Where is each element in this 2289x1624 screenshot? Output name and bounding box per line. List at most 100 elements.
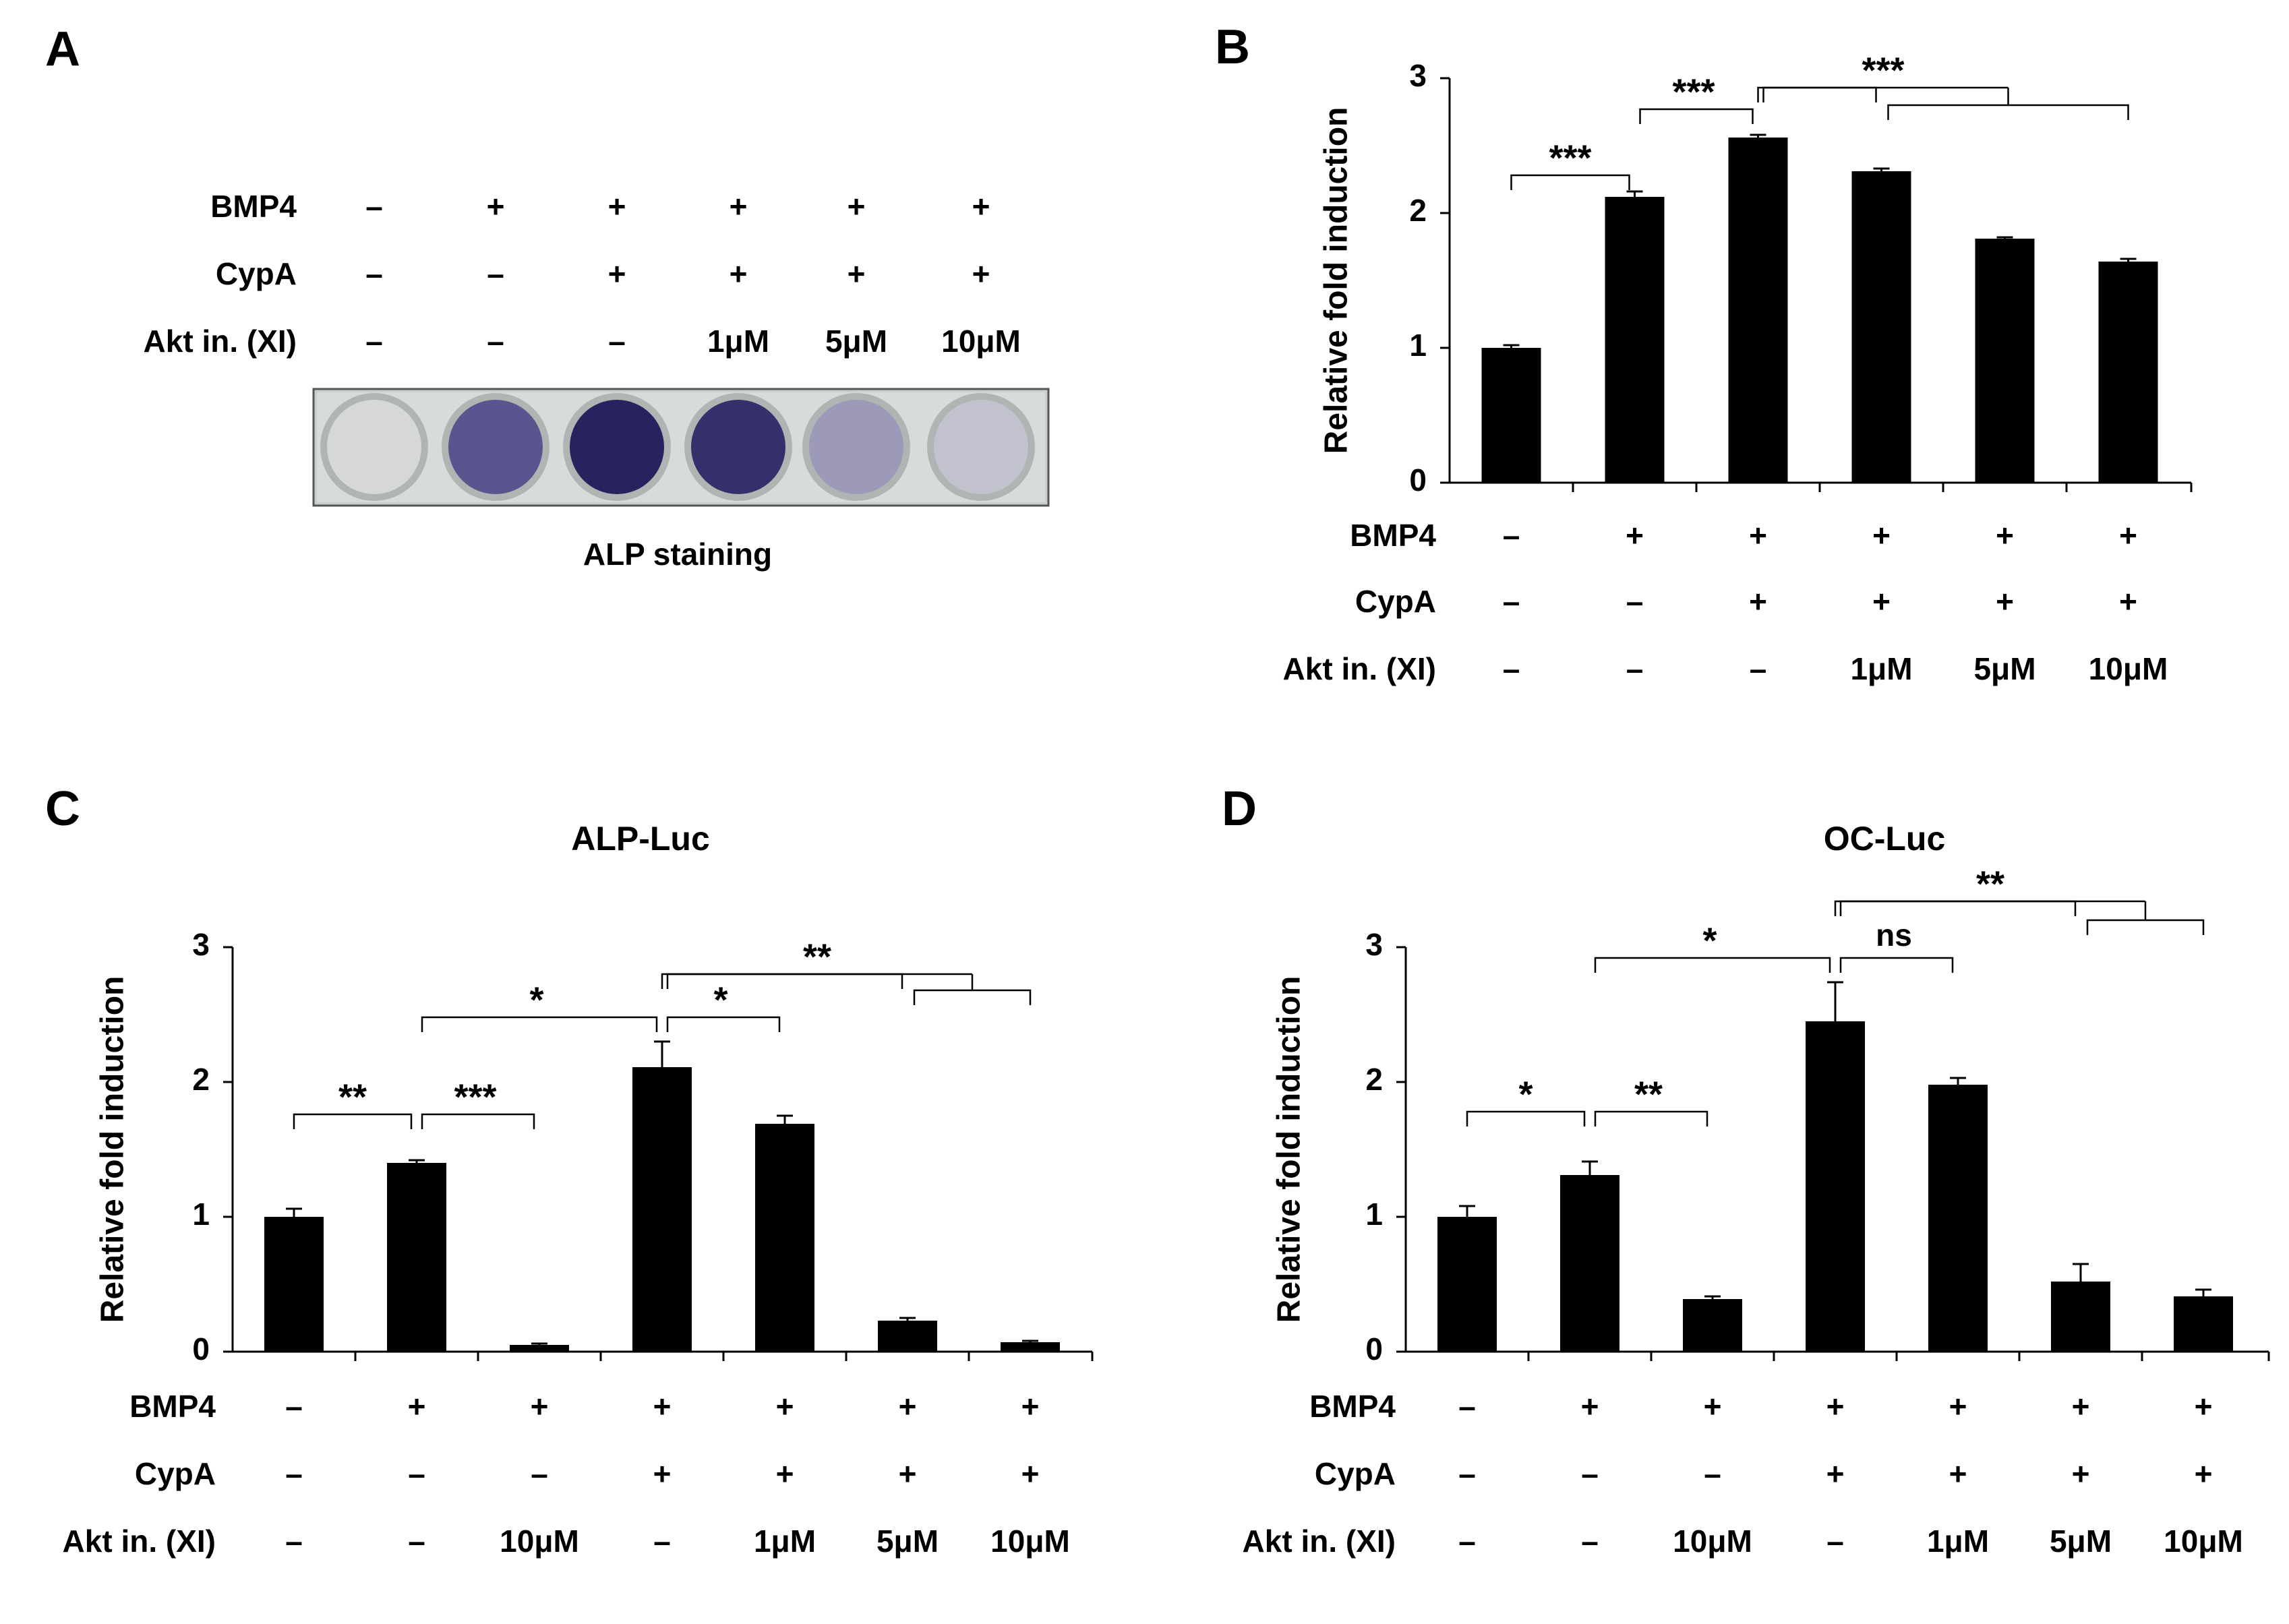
row-label-1: CypA xyxy=(1355,584,1436,619)
treatment-mark: + xyxy=(608,189,626,224)
panel-letter-a: A xyxy=(45,22,80,76)
treatment-mark: – xyxy=(1503,584,1520,619)
row-label-0: BMP4 xyxy=(129,1389,216,1424)
significance-bracket-5 xyxy=(1839,900,2077,916)
bar-3 xyxy=(1683,1299,1742,1352)
treatment-mark: + xyxy=(653,1389,672,1424)
treatment-mark: 5μM xyxy=(1973,651,2035,686)
treatment-mark: + xyxy=(608,256,626,291)
alp-staining-caption: ALP staining xyxy=(583,537,772,572)
y-tick-label: 1 xyxy=(1409,328,1427,363)
treatment-mark: – xyxy=(487,256,504,291)
well-2-stain-moderate xyxy=(448,400,543,494)
treatment-mark: + xyxy=(2119,584,2137,619)
row-label-1: CypA xyxy=(135,1456,216,1491)
treatment-mark: – xyxy=(1503,651,1520,686)
treatment-mark: + xyxy=(730,256,748,291)
treatment-mark: – xyxy=(285,1389,303,1424)
row-label-2: Akt in. (XI) xyxy=(63,1524,216,1559)
y-axis-label: Relative fold induction xyxy=(1319,107,1355,454)
treatment-mark: + xyxy=(1996,584,2014,619)
treatment-mark: 5μM xyxy=(825,324,887,359)
well-5-stain-weak xyxy=(809,400,903,494)
plate-surface xyxy=(317,392,1045,502)
treatment-mark: + xyxy=(1626,518,1644,553)
treatment-mark: + xyxy=(1996,518,2014,553)
y-axis-label: Relative fold induction xyxy=(1272,976,1307,1323)
treatment-mark: 1μM xyxy=(1927,1524,1989,1559)
well-4-stain-strong xyxy=(691,400,785,494)
treatment-mark: + xyxy=(1949,1389,1967,1424)
significance-bracket-2 xyxy=(1594,1110,1708,1126)
significance-bracket-2 xyxy=(421,1113,535,1129)
y-tick-label: 1 xyxy=(1365,1197,1383,1232)
treatment-mark: + xyxy=(730,189,748,224)
bar-2 xyxy=(387,1163,446,1352)
significance-bracket-top xyxy=(1757,86,2009,102)
row-label-2: Akt in. (XI) xyxy=(144,324,297,359)
panel-letter-c: C xyxy=(45,782,80,836)
treatment-mark: – xyxy=(365,256,383,291)
treatment-mark: – xyxy=(653,1524,671,1559)
significance-label: * xyxy=(1702,920,1717,961)
significance-label: * xyxy=(713,980,727,1020)
row-label-0: BMP4 xyxy=(1309,1389,1396,1424)
treatment-mark: – xyxy=(285,1456,303,1491)
y-tick-label: 2 xyxy=(192,1062,210,1097)
bar-6 xyxy=(878,1321,937,1352)
treatment-mark: – xyxy=(1503,518,1520,553)
significance-bracket-5-group xyxy=(2086,919,2205,935)
row-label-2: Akt in. (XI) xyxy=(1243,1524,1396,1559)
significance-label: *** xyxy=(454,1077,496,1117)
treatment-mark: + xyxy=(1826,1456,1845,1491)
bar-3 xyxy=(510,1345,569,1352)
significance-label: *** xyxy=(1549,138,1591,178)
significance-label: ** xyxy=(338,1077,367,1117)
well-3-stain-strong xyxy=(570,400,664,494)
treatment-mark: – xyxy=(1626,651,1644,686)
significance-label: ** xyxy=(1976,864,2004,904)
y-axis-label: Relative fold induction xyxy=(95,976,131,1323)
treatment-mark: 10μM xyxy=(990,1524,1070,1559)
y-tick-label: 3 xyxy=(1365,927,1383,962)
treatment-mark: – xyxy=(1458,1524,1476,1559)
significance-label: ** xyxy=(803,936,831,977)
bar-2 xyxy=(1560,1175,1619,1352)
treatment-mark: – xyxy=(608,324,626,359)
treatment-mark: 5μM xyxy=(876,1524,939,1559)
significance-label: *** xyxy=(1672,71,1715,112)
row-label-0: BMP4 xyxy=(210,189,297,224)
treatment-mark: 1μM xyxy=(1850,651,1912,686)
treatment-mark: + xyxy=(1826,1389,1845,1424)
y-tick-label: 0 xyxy=(1365,1331,1383,1366)
y-tick-label: 2 xyxy=(1365,1062,1383,1097)
treatment-mark: 1μM xyxy=(707,324,769,359)
treatment-mark: – xyxy=(1626,584,1644,619)
panel-letter-d: D xyxy=(1222,782,1257,836)
treatment-mark: 10μM xyxy=(941,324,1021,359)
y-tick-label: 1 xyxy=(192,1197,210,1232)
significance-label: * xyxy=(529,980,543,1020)
bar-5 xyxy=(755,1124,814,1352)
bar-7 xyxy=(2174,1296,2233,1352)
treatment-mark: + xyxy=(2119,518,2137,553)
treatment-mark: – xyxy=(1581,1456,1599,1491)
bar-4 xyxy=(1851,171,1911,483)
treatment-mark: – xyxy=(1458,1456,1476,1491)
treatment-mark: – xyxy=(531,1456,548,1491)
chart-title: OC-Luc xyxy=(1824,820,1946,858)
treatment-mark: + xyxy=(1872,518,1891,553)
treatment-mark: + xyxy=(1704,1389,1722,1424)
treatment-mark: + xyxy=(972,256,990,291)
significance-bracket-3 xyxy=(1762,86,1877,102)
treatment-mark: – xyxy=(365,189,383,224)
treatment-mark: 10μM xyxy=(2089,651,2168,686)
significance-bracket-4 xyxy=(1839,957,1954,973)
significance-bracket-3 xyxy=(421,1016,658,1032)
treatment-mark: + xyxy=(1581,1389,1599,1424)
treatment-mark: + xyxy=(408,1389,426,1424)
significance-bracket-top xyxy=(1834,900,2145,916)
treatment-mark: – xyxy=(1581,1524,1599,1559)
treatment-mark: 10μM xyxy=(1673,1524,1752,1559)
